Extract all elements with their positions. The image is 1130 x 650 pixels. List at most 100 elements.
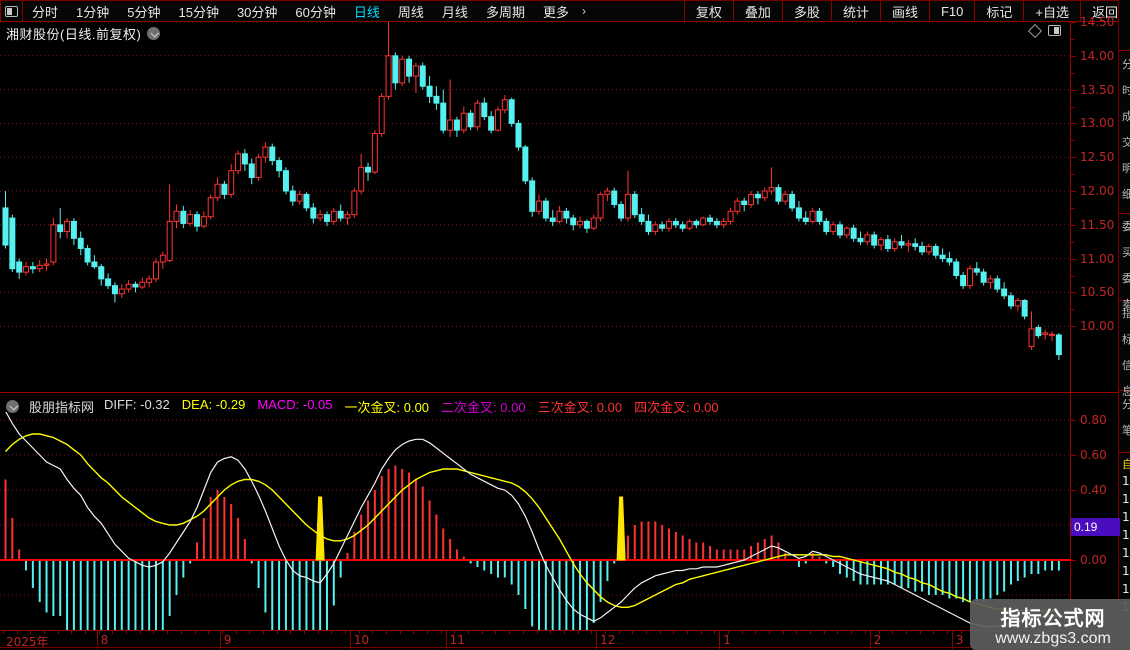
period-toolbar: 分时 1分钟 5分钟 15分钟 30分钟 60分钟 日线 周线 月线 多周期 更多 › 复权 叠加 多股… (0, 0, 1130, 22)
period-tab[interactable]: 60分钟 (295, 4, 336, 20)
period-tab[interactable]: 分时 (32, 4, 59, 20)
axis-tick (1071, 106, 1074, 108)
clipped-panel-glyph: 细 (1122, 186, 1130, 202)
indicator-source-label: 股朋指标网 (29, 400, 95, 415)
tool-button[interactable]: 多股 (781, 1, 831, 21)
period-tab[interactable]: 日线 (353, 4, 380, 20)
minor-time-tick (796, 631, 798, 634)
indicator-dropdown-icon[interactable] (6, 400, 19, 413)
clipped-panel-glyph: 分 (1122, 396, 1130, 412)
strip-divider (1119, 452, 1130, 453)
period-tab[interactable]: 1分钟 (76, 4, 110, 20)
clipped-right-panel[interactable]: 分时成交明细委买委卖指标信息分笔自11111111 (1118, 0, 1130, 650)
macd-axis-label: 0.80 (1080, 413, 1107, 427)
minor-time-tick (714, 631, 716, 634)
minor-time-tick (399, 631, 401, 634)
tool-button[interactable]: 复权 (683, 1, 733, 21)
month-tick (869, 631, 871, 649)
title-dropdown-icon[interactable] (147, 27, 161, 40)
month-tick (719, 631, 721, 649)
split-layout-icon (5, 5, 18, 17)
minor-time-tick (960, 631, 962, 634)
minor-time-tick (413, 631, 415, 634)
minor-time-tick (427, 631, 429, 634)
clipped-panel-glyph: 标 (1122, 331, 1130, 347)
minor-time-tick (632, 631, 634, 634)
minor-time-tick (755, 631, 757, 634)
macd-axis-label: 0.60 (1080, 448, 1107, 462)
period-tabs: 分时 1分钟 5分钟 15分钟 30分钟 60分钟 日线 周线 月线 多周期 更多 (23, 1, 578, 21)
clipped-panel-digit: 1 (1122, 582, 1130, 596)
window-layout-button[interactable] (0, 1, 23, 21)
indicator-value: 一次金叉: 0.00 (344, 400, 430, 415)
minor-time-tick (440, 631, 442, 634)
period-tab[interactable]: 周线 (397, 4, 424, 20)
axis-tick (1071, 420, 1076, 421)
clipped-panel-digit: 1 (1122, 528, 1130, 542)
candlestick-chart[interactable] (0, 22, 1070, 392)
candles-group (2, 22, 1062, 360)
period-tab[interactable]: 多周期 (485, 4, 525, 20)
panel-toggle-icon[interactable] (1048, 25, 1061, 36)
minor-time-tick (290, 631, 292, 634)
axis-tick (1071, 72, 1074, 74)
minor-time-tick (139, 631, 141, 634)
period-tab[interactable]: 5分钟 (127, 4, 161, 20)
minor-time-tick (673, 631, 675, 634)
indicator-values: DIFF: -0.32 DEA: -0.29 MACD: -0.05 一次金叉: 0.… (104, 397, 719, 416)
tool-button[interactable]: 画线 (879, 1, 929, 21)
period-tab[interactable]: 30分钟 (236, 4, 278, 20)
period-tab[interactable]: 月线 (441, 4, 468, 20)
tool-button[interactable]: F10 (928, 1, 974, 21)
minor-time-tick (153, 631, 155, 634)
indicator-value: DEA: -0.29 (181, 397, 246, 412)
month-tick (596, 631, 598, 649)
month-tick (951, 631, 953, 649)
minor-time-tick (167, 631, 169, 634)
minor-time-tick (85, 631, 87, 634)
diamond-marker-icon[interactable] (1027, 23, 1043, 38)
axis-tick (1071, 560, 1076, 561)
macd-panel-chart[interactable] (0, 412, 1070, 630)
minor-time-tick (180, 631, 182, 634)
watermark-url: www.zbgs3.com (995, 630, 1111, 647)
tool-button[interactable]: 统计 (830, 1, 880, 21)
axis-tick (1071, 174, 1074, 176)
minor-time-tick (372, 631, 374, 634)
minor-time-tick (905, 631, 907, 634)
month-label: 12 (600, 633, 616, 647)
tool-button[interactable]: 标记 (974, 1, 1023, 21)
price-gridlines (0, 22, 1070, 327)
minor-time-tick (30, 631, 32, 634)
indicator-value: DIFF: -0.32 (104, 397, 170, 412)
golden-cross-signal-spike (616, 496, 626, 561)
price-axis-label: 14.00 (1080, 48, 1115, 63)
price-axis-label: 10.50 (1080, 285, 1115, 300)
period-tab[interactable]: 更多 (542, 4, 569, 20)
strip-divider (1119, 50, 1130, 51)
tool-button[interactable]: +自选 (1023, 1, 1080, 21)
side-tab-label[interactable]: 自 (1122, 456, 1130, 472)
tool-button[interactable]: 叠加 (732, 1, 782, 21)
clipped-panel-glyph: 交 (1122, 134, 1130, 150)
minor-time-tick (208, 631, 210, 634)
axis-tick (1071, 207, 1074, 209)
macd-gridlines (0, 419, 1070, 596)
period-tab[interactable]: 15分钟 (178, 4, 219, 20)
clipped-panel-glyph: 明 (1122, 160, 1130, 176)
minor-time-tick (823, 631, 825, 634)
minor-time-tick (386, 631, 388, 634)
minor-time-tick (728, 631, 730, 634)
axis-tick (1071, 38, 1074, 40)
indicator-value: 四次金叉: 0.00 (634, 400, 719, 415)
minor-time-tick (454, 631, 456, 634)
watermark-badge: 指标公式网 www.zbgs3.com (970, 599, 1130, 650)
minor-time-tick (345, 631, 346, 634)
clipped-panel-digit: 1 (1122, 510, 1130, 524)
more-chevron-icon[interactable]: › (581, 4, 586, 18)
minor-time-tick (591, 631, 593, 634)
minor-time-tick (946, 631, 948, 634)
clipped-panel-glyph: 信 (1122, 357, 1130, 373)
month-tick (219, 631, 221, 649)
